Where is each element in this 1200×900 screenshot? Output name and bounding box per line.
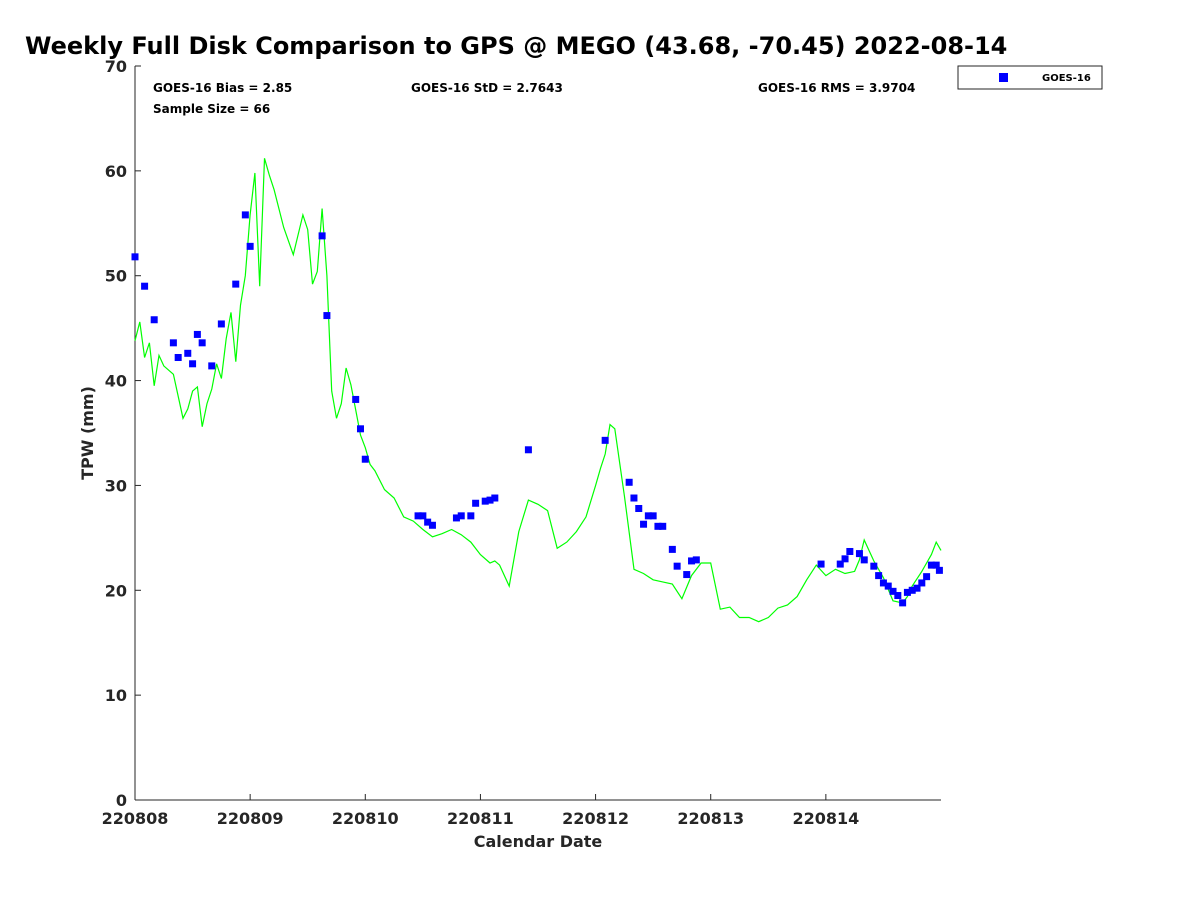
goes16-point xyxy=(688,557,696,565)
bias-annotation: GOES-16 Bias = 2.85 xyxy=(153,81,292,95)
goes16-point xyxy=(419,512,427,520)
goes16-point xyxy=(640,520,648,528)
goes16-point xyxy=(150,316,158,324)
goes16-point xyxy=(935,566,943,574)
goes16-point xyxy=(174,354,182,362)
goes16-point xyxy=(683,571,691,579)
y-tick-label: 30 xyxy=(105,476,127,495)
goes16-point xyxy=(875,572,883,580)
std-annotation: GOES-16 StD = 2.7643 xyxy=(411,81,563,95)
goes16-point xyxy=(217,320,225,328)
x-tick-label: 220813 xyxy=(677,809,744,828)
rms-annotation: GOES-16 RMS = 3.9704 xyxy=(758,81,915,95)
goes16-point xyxy=(625,478,633,486)
goes16-point xyxy=(352,395,360,403)
goes16-point xyxy=(932,561,940,569)
x-tick-label: 220810 xyxy=(332,809,399,828)
goes16-point xyxy=(241,211,249,219)
goes16-point xyxy=(141,282,149,290)
goes16-point xyxy=(630,494,638,502)
gps-line-layer xyxy=(134,158,942,623)
goes16-point xyxy=(894,592,902,600)
x-tick-label: 220812 xyxy=(562,809,629,828)
goes16-point xyxy=(232,280,240,288)
goes16-point xyxy=(899,599,907,607)
goes16-point xyxy=(908,586,916,594)
plot-frame xyxy=(135,66,941,800)
x-tick-label: 220809 xyxy=(217,809,284,828)
x-axis-ticks: 220808 220809 220810 220811 220812 220813 2208… xyxy=(102,794,859,828)
goes16-point xyxy=(323,312,331,320)
x-axis-label: Calendar Date xyxy=(474,832,603,851)
goes16-point xyxy=(457,512,465,520)
y-tick-label: 50 xyxy=(105,267,127,286)
goes16-points-layer xyxy=(131,211,943,607)
goes16-point xyxy=(860,556,868,564)
goes16-point xyxy=(855,550,863,558)
goes16-point xyxy=(923,573,931,581)
legend-entry: GOES-16 xyxy=(1042,73,1091,84)
goes16-point xyxy=(491,494,499,502)
goes16-point xyxy=(169,339,177,347)
goes16-point xyxy=(817,560,825,568)
goes16-point xyxy=(913,584,921,592)
sample-size-annotation: Sample Size = 66 xyxy=(153,102,270,116)
goes16-point xyxy=(184,349,192,357)
goes16-point xyxy=(198,339,206,347)
x-tick-label: 220811 xyxy=(447,809,514,828)
goes16-point xyxy=(649,512,657,520)
goes16-point xyxy=(918,579,926,587)
y-axis-ticks: 0 10 20 30 40 50 60 70 xyxy=(105,57,141,810)
y-tick-label: 0 xyxy=(116,791,127,810)
goes16-point xyxy=(927,561,935,569)
goes16-point xyxy=(692,556,700,564)
x-tick-label: 220814 xyxy=(792,809,859,828)
goes16-point xyxy=(635,504,643,512)
gps-tpw-line xyxy=(134,158,942,623)
goes16-point xyxy=(424,518,432,526)
legend-marker xyxy=(999,73,1008,82)
goes16-point xyxy=(318,232,326,240)
goes16-point xyxy=(414,512,422,520)
goes16-point xyxy=(841,555,849,563)
y-tick-label: 60 xyxy=(105,162,127,181)
goes16-point xyxy=(428,521,436,529)
goes16-point xyxy=(836,560,844,568)
goes16-point xyxy=(879,579,887,587)
goes16-point xyxy=(644,512,652,520)
y-axis-label: TPW (mm) xyxy=(78,386,97,480)
goes16-point xyxy=(673,562,681,570)
goes16-point xyxy=(524,446,532,454)
goes16-point xyxy=(486,496,494,504)
y-tick-label: 10 xyxy=(105,686,127,705)
goes16-point xyxy=(472,499,480,507)
goes16-point xyxy=(481,497,489,505)
goes16-point xyxy=(131,253,139,261)
goes16-point xyxy=(189,360,197,368)
x-tick-label: 220808 xyxy=(102,809,169,828)
goes16-point xyxy=(452,514,460,522)
y-tick-label: 40 xyxy=(105,372,127,391)
goes16-point xyxy=(889,587,897,595)
goes16-point xyxy=(668,545,676,553)
goes16-point xyxy=(361,455,369,463)
y-tick-label: 20 xyxy=(105,581,127,600)
goes16-point xyxy=(467,512,475,520)
goes16-point xyxy=(884,582,892,590)
legend: GOES-16 xyxy=(957,65,1103,90)
goes16-point xyxy=(193,330,201,338)
goes16-point xyxy=(654,522,662,530)
goes16-point xyxy=(903,588,911,596)
chart-title: Weekly Full Disk Comparison to GPS @ MEG… xyxy=(25,32,1007,60)
y-tick-label: 70 xyxy=(105,57,127,76)
goes16-point xyxy=(659,522,667,530)
legend-box xyxy=(957,65,1103,90)
goes16-point xyxy=(846,547,854,555)
goes16-point xyxy=(356,425,364,433)
goes16-point xyxy=(870,562,878,570)
goes16-point xyxy=(246,242,254,250)
goes16-point xyxy=(208,362,216,370)
goes16-point xyxy=(601,436,609,444)
